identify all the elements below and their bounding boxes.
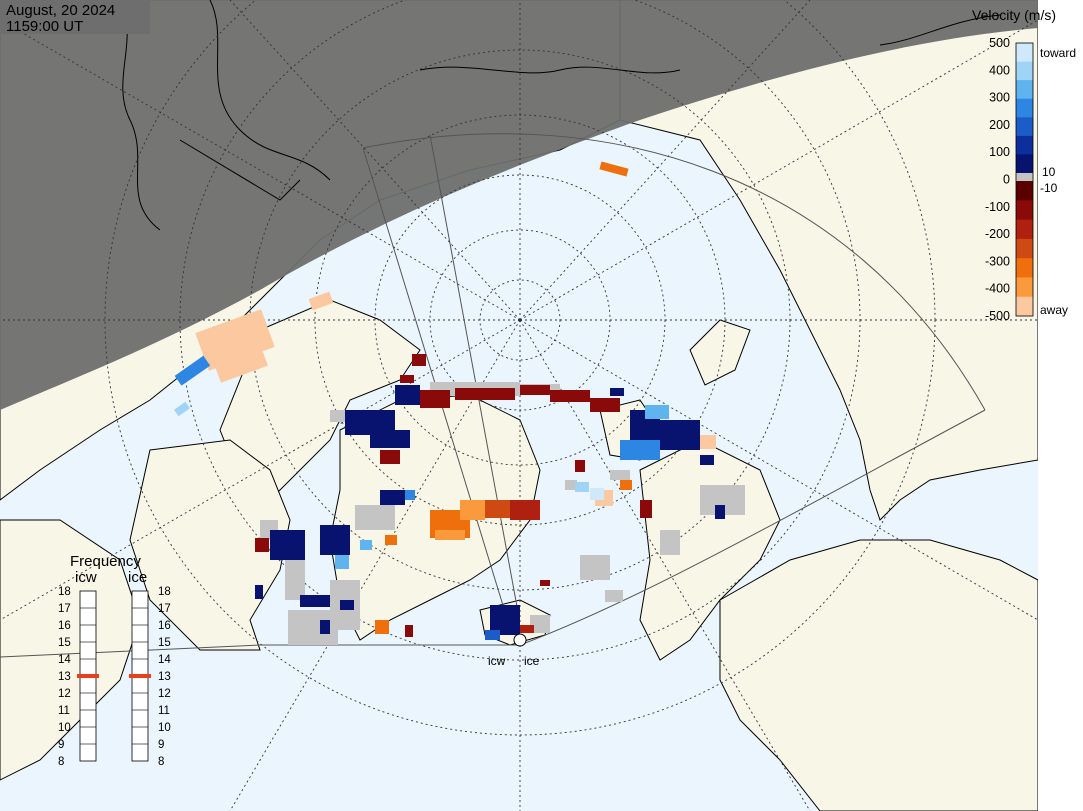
- colorbar-away-label: away: [1040, 303, 1068, 317]
- colorbar-toward-segment: [1016, 61, 1033, 81]
- frequency-tick-label: 9: [158, 739, 164, 751]
- colorbar-toward-segment: [1016, 80, 1033, 100]
- colorbar-toward-segment: [1016, 98, 1033, 118]
- colorbar-tick-label: 100: [989, 145, 1010, 159]
- frequency-tick-label: 18: [158, 586, 171, 598]
- away-peach-cells: [195, 291, 716, 506]
- frequency-tick-label: 18: [58, 586, 71, 598]
- colorbar-tick-label: 500: [989, 36, 1010, 50]
- frequency-tick-label: 10: [58, 722, 71, 734]
- frequency-tick-label: 16: [58, 620, 71, 632]
- date-label: August, 20 2024: [6, 2, 115, 19]
- frequency-tick-label: 8: [158, 756, 164, 768]
- frequency-title: Frequency: [70, 553, 141, 570]
- colorbar-tick-label: -400: [985, 282, 1010, 296]
- colorbar-away-segment: [1016, 181, 1033, 201]
- colorbar-toward-segment: [1016, 117, 1033, 137]
- frequency-radar-label-ice: ice: [128, 569, 147, 586]
- colorbar-toward-segment: [1016, 135, 1033, 155]
- colorbar-toward-segment: [1016, 154, 1033, 174]
- colorbar-tick-label: 200: [989, 118, 1010, 132]
- frequency-tick-label: 17: [158, 603, 171, 615]
- frequency-tick-label: 17: [58, 603, 71, 615]
- frequency-tick-label: 15: [58, 637, 71, 649]
- frequency-tick-label: 14: [58, 654, 71, 666]
- colorbar-tick-label: -100: [985, 200, 1010, 214]
- frequency-tick-label: 9: [58, 739, 64, 751]
- frequency-tick-label: 11: [158, 705, 170, 717]
- frequency-marker: [77, 674, 99, 678]
- frequency-tick-label: 12: [158, 688, 171, 700]
- labrador-land: [0, 519, 141, 781]
- colorbar-frame: [1015, 42, 1034, 317]
- frequency-tick-label: 16: [158, 620, 171, 632]
- frequency-marker: [129, 674, 151, 678]
- colorbar-tick-label: 400: [989, 63, 1010, 77]
- frequency-tick-label: 14: [158, 654, 171, 666]
- colorbar-tick-label: -200: [985, 227, 1010, 241]
- toward-velocity-cells: [173, 355, 725, 640]
- novaya-zemlya-land: [689, 319, 751, 386]
- colorbar-tick-label: 0: [1003, 173, 1010, 187]
- longitude-lines: [0, 0, 1038, 811]
- colorbar-away-segment: [1016, 296, 1033, 317]
- colorbar-tick-label: -500: [985, 309, 1010, 323]
- time-label: 1159:00 UT: [6, 18, 83, 35]
- colorbar-panel-background: [1038, 0, 1083, 811]
- frequency-tick-label: 10: [158, 722, 171, 734]
- frequency-tick-label: 11: [58, 705, 70, 717]
- frequency-panel: Frequency icw ice 18 17 16 15 14 13 12 11 10 9 8 18…: [58, 553, 171, 768]
- radar-label-ice: ice: [524, 654, 540, 668]
- frequency-tick-label: 13: [158, 671, 171, 683]
- colorbar-away-segment: [1016, 219, 1033, 240]
- frequency-tick-label: 8: [58, 756, 64, 768]
- colorbar-tick-label: -300: [985, 254, 1010, 268]
- frequency-tick-label: 12: [58, 688, 71, 700]
- header-background: [0, 0, 150, 34]
- colorbar-away-segment: [1016, 200, 1033, 221]
- frequency-radar-label-icw: icw: [75, 569, 97, 586]
- night-shading: [0, 0, 1038, 410]
- colorbar-away-segment: [1016, 277, 1033, 298]
- frequency-tick-label: 15: [158, 637, 171, 649]
- colorbar-tick-label: 300: [989, 91, 1010, 105]
- siberia-land: [619, 0, 1038, 521]
- colorbar-title: Velocity (m/s): [972, 7, 1056, 23]
- colorbar-near-zero-upper: 10: [1042, 165, 1056, 179]
- colorbar-zero-band: [1016, 173, 1033, 181]
- colorbar: 500 400 300 200 100 0 -100 -200 -300 -400 -500 towa…: [985, 36, 1076, 323]
- radar-site-marker: [513, 633, 527, 647]
- radar-label-icw: icw: [488, 654, 506, 668]
- colorbar-near-zero-lower: -10: [1040, 181, 1058, 195]
- europe-land: [719, 539, 1038, 811]
- frequency-tick-label: 13: [58, 671, 71, 683]
- colorbar-away-segment: [1016, 258, 1033, 278]
- colorbar-toward-label: toward: [1040, 46, 1076, 60]
- colorbar-away-segment: [1016, 238, 1033, 259]
- baffin-land: [129, 439, 291, 651]
- away-velocity-cells: [255, 161, 700, 637]
- colorbar-toward-segment: [1016, 43, 1033, 63]
